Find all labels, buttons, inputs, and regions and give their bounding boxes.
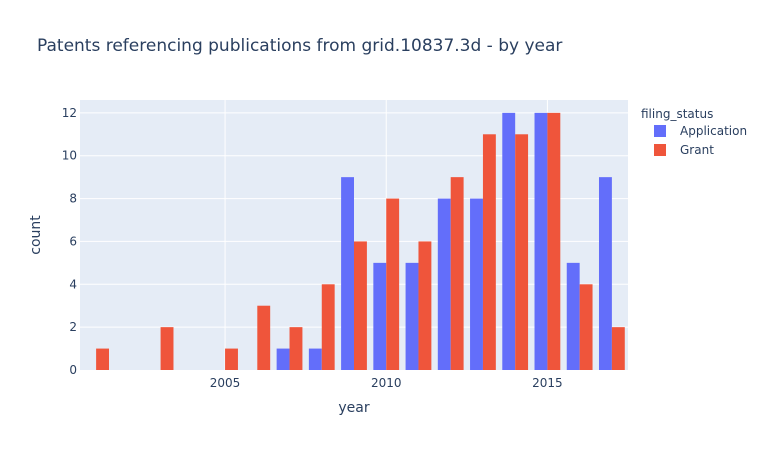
bar-grant-2017[interactable] (612, 327, 625, 370)
bar-grant-2006[interactable] (257, 306, 270, 370)
legend-title: filing_status (641, 107, 713, 121)
bar-application-2012[interactable] (438, 199, 451, 370)
y-axis-ticks: 0 2 4 6 8 10 12 (62, 106, 77, 377)
y-tick-label: 4 (69, 277, 77, 291)
y-axis-title: count (28, 215, 44, 255)
bar-application-2010[interactable] (373, 263, 386, 370)
bar-grant-2003[interactable] (161, 327, 174, 370)
chart-title: Patents referencing publications from gr… (37, 36, 562, 56)
bar-application-2007[interactable] (277, 349, 290, 370)
x-axis-ticks: 2005 2010 2015 (210, 376, 563, 390)
y-tick-label: 10 (62, 149, 77, 163)
bar-grant-2013[interactable] (483, 134, 496, 370)
bar-grant-2010[interactable] (386, 199, 399, 370)
bar-application-2013[interactable] (470, 199, 483, 370)
legend: filing_status Application Grant (641, 107, 747, 157)
bar-application-2017[interactable] (599, 177, 612, 370)
x-axis-title: year (338, 400, 369, 416)
bar-grant-2008[interactable] (322, 284, 335, 370)
y-tick-label: 2 (69, 320, 77, 334)
bar-grant-2011[interactable] (418, 241, 431, 370)
legend-swatch-application[interactable] (654, 125, 666, 137)
legend-label-grant[interactable]: Grant (680, 143, 714, 157)
bar-application-2015[interactable] (535, 113, 548, 370)
bar-grant-2001[interactable] (96, 349, 109, 370)
bar-grant-2016[interactable] (580, 284, 593, 370)
x-tick-label: 2010 (371, 376, 402, 390)
bar-grant-2005[interactable] (225, 349, 238, 370)
y-tick-label: 8 (69, 192, 77, 206)
x-tick-label: 2005 (210, 376, 241, 390)
bar-application-2014[interactable] (502, 113, 515, 370)
bar-grant-2009[interactable] (354, 241, 367, 370)
legend-label-application[interactable]: Application (680, 124, 747, 138)
legend-swatch-grant[interactable] (654, 144, 666, 156)
bar-application-2009[interactable] (341, 177, 354, 370)
bar-grant-2007[interactable] (290, 327, 303, 370)
y-tick-label: 12 (62, 106, 77, 120)
bar-application-2008[interactable] (309, 349, 322, 370)
bar-grant-2015[interactable] (547, 113, 560, 370)
bar-application-2011[interactable] (406, 263, 419, 370)
bar-application-2016[interactable] (567, 263, 580, 370)
bar-grant-2014[interactable] (515, 134, 528, 370)
y-tick-label: 0 (69, 363, 77, 377)
bar-grant-2012[interactable] (451, 177, 464, 370)
x-tick-label: 2015 (532, 376, 563, 390)
y-tick-label: 6 (69, 234, 77, 248)
